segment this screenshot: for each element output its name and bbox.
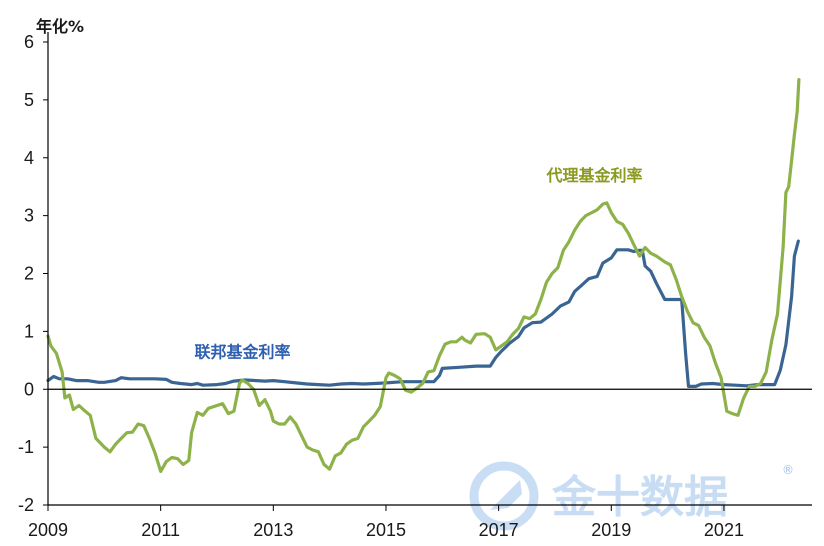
x-tick-label: 2019: [591, 520, 631, 540]
axes: -2 -1 0 1 2 3 4 5 6 2009 2011 2013 2015 2017 2019 2021: [18, 32, 812, 540]
y-tick-label: 6: [24, 32, 34, 52]
y-tick-label: 0: [24, 379, 34, 399]
x-tick-label: 2015: [366, 520, 406, 540]
x-tick-label: 2011: [141, 520, 180, 540]
label-proxy-funds: 代理基金利率: [546, 166, 643, 185]
x-tick-label: 2017: [479, 520, 519, 540]
y-tick-label: 3: [24, 206, 34, 226]
y-axis-unit-label: 年化%: [36, 17, 84, 36]
x-tick-label: 2021: [704, 520, 744, 540]
watermark-registered: ®: [782, 463, 794, 477]
x-tick-label: 2013: [253, 520, 293, 540]
label-fed-funds: 联邦基金利率: [194, 342, 290, 361]
y-tick-label: 2: [24, 264, 34, 284]
series-line-fed-funds: [46, 239, 800, 388]
x-tick-label: 2009: [28, 520, 68, 540]
series-layer: [46, 78, 801, 473]
watermark: 金十数据 ®: [469, 461, 794, 531]
y-tick-label: 4: [24, 148, 34, 168]
watermark-text: 金十数据: [551, 472, 728, 523]
y-tick-label: 1: [24, 321, 34, 341]
y-tick-label: 5: [24, 90, 34, 110]
y-tick-label: -1: [18, 437, 34, 457]
annotations: 联邦基金利率 代理基金利率: [194, 166, 642, 362]
series-line-proxy-funds: [46, 78, 801, 473]
y-tick-label: -2: [18, 495, 34, 515]
